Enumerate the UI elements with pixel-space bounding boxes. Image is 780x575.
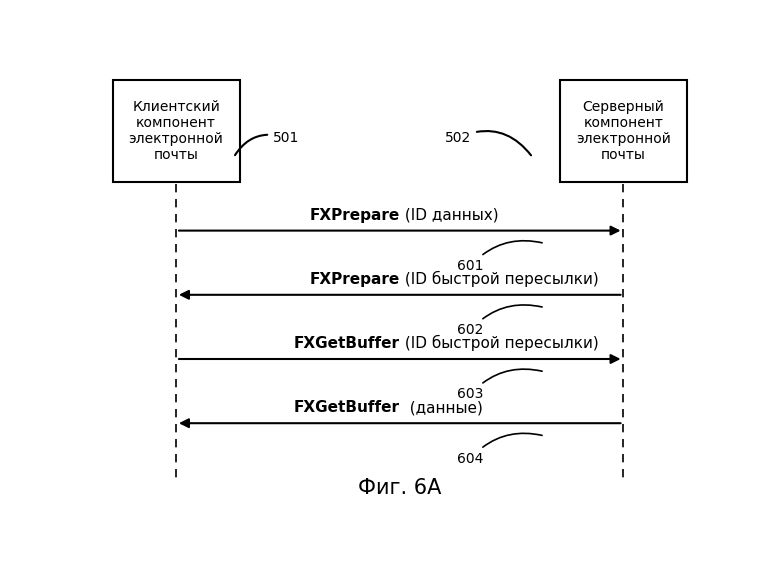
Text: (ID быстрой пересылки): (ID быстрой пересылки) [399, 335, 598, 351]
Text: 502: 502 [445, 131, 531, 155]
Text: FXPrepare: FXPrepare [310, 208, 399, 223]
Text: FXGetBuffer: FXGetBuffer [294, 400, 399, 415]
Text: 501: 501 [235, 131, 300, 155]
FancyBboxPatch shape [112, 80, 239, 182]
Text: FXPrepare: FXPrepare [310, 272, 399, 287]
Text: 601: 601 [457, 241, 542, 273]
Text: 603: 603 [457, 369, 542, 401]
Text: 604: 604 [457, 434, 542, 466]
Text: FXGetBuffer: FXGetBuffer [294, 336, 399, 351]
Text: Клиентский
компонент
электронной
почты: Клиентский компонент электронной почты [129, 99, 224, 162]
Text: Серверный
компонент
электронной
почты: Серверный компонент электронной почты [576, 99, 671, 162]
FancyBboxPatch shape [560, 80, 687, 182]
Text: Фиг. 6А: Фиг. 6А [358, 478, 441, 499]
Text: (ID данных): (ID данных) [399, 208, 498, 223]
Text: 602: 602 [457, 305, 542, 337]
Text: (ID быстрой пересылки): (ID быстрой пересылки) [399, 271, 598, 287]
Text: (данные): (данные) [399, 400, 483, 415]
